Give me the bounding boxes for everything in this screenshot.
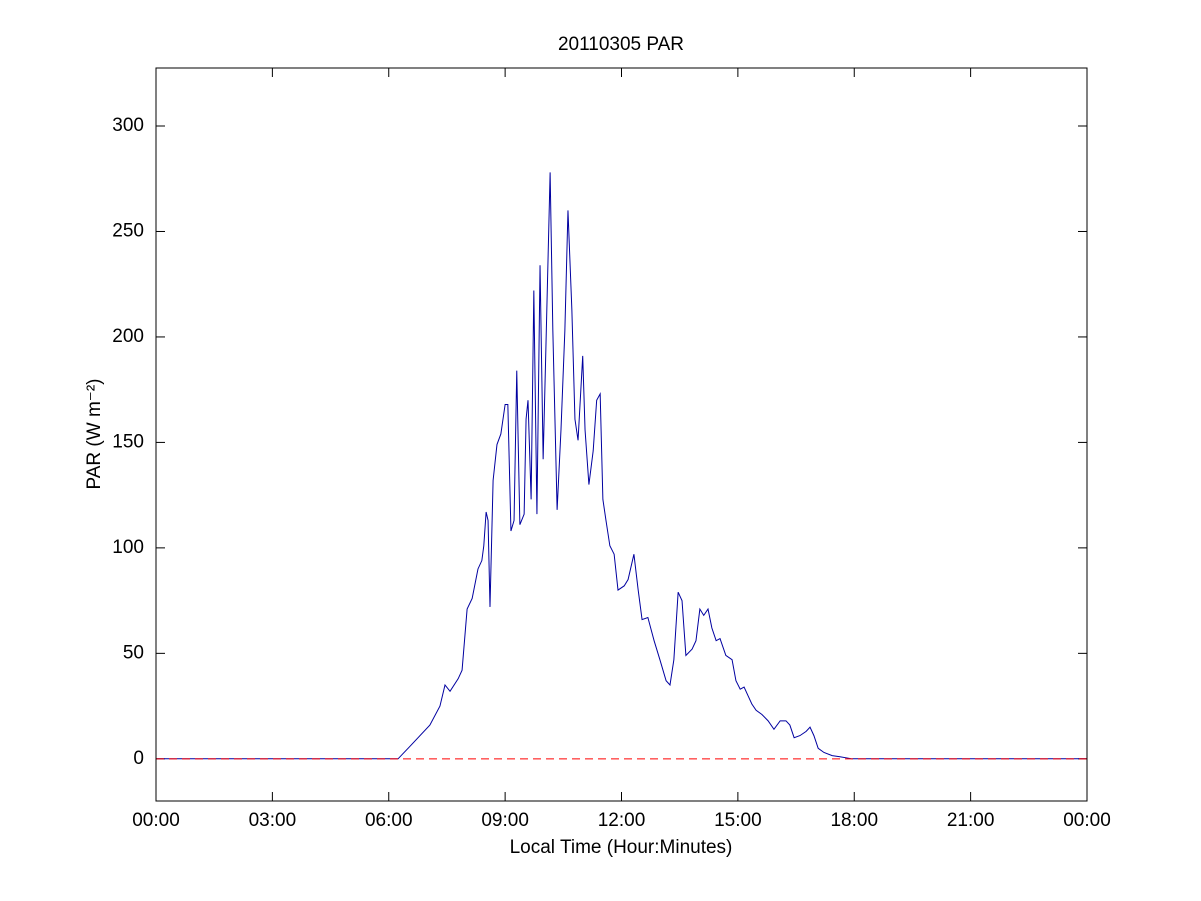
data-line — [156, 172, 1087, 760]
y-tick-label: 150 — [112, 431, 144, 452]
x-axis-label: Local Time (Hour:Minutes) — [510, 837, 733, 858]
x-tick-label: 03:00 — [249, 810, 297, 831]
y-tick-label: 50 — [123, 642, 144, 663]
x-tick-label: 15:00 — [714, 810, 762, 831]
x-tick-label: 09:00 — [481, 810, 529, 831]
x-tick-label: 00:00 — [132, 810, 180, 831]
y-tick-label: 300 — [112, 115, 144, 136]
x-tick-label: 12:00 — [598, 810, 646, 831]
x-tick-label: 21:00 — [947, 810, 995, 831]
plot-frame — [155, 67, 1088, 802]
x-tick-label: 18:00 — [830, 810, 878, 831]
y-tick-label: 100 — [112, 537, 144, 558]
chart-title: 20110305 PAR — [558, 34, 684, 55]
y-tick-label: 250 — [112, 220, 144, 241]
y-axis-label: PAR (W m⁻²) — [84, 379, 105, 490]
y-tick-label: 200 — [112, 326, 144, 347]
y-tick-label: 0 — [133, 748, 144, 769]
x-tick-label: 00:00 — [1063, 810, 1111, 831]
x-tick-label: 06:00 — [365, 810, 413, 831]
